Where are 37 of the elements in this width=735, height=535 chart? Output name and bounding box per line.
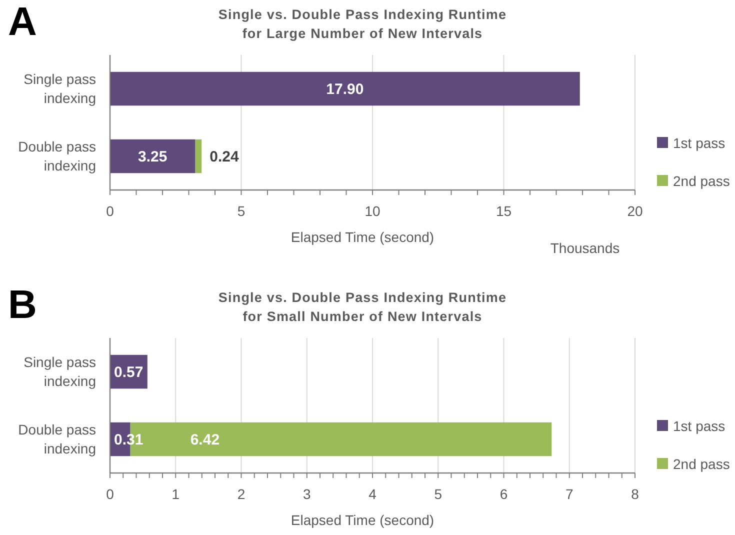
legend-label: 2nd pass: [673, 172, 730, 189]
y-tick-label: Single pass indexing: [24, 354, 96, 390]
data-label: 6.42: [190, 432, 220, 448]
y-tick-label: Double pass indexing: [18, 138, 96, 174]
x-tick-label: 4: [368, 486, 377, 502]
x-axis-title: Elapsed Time (second): [290, 512, 434, 528]
x-tick-label: 3: [302, 486, 311, 502]
x-tick-label: 7: [565, 486, 574, 502]
x-tick-label: 2: [237, 486, 246, 502]
text: B: [8, 283, 37, 327]
data-label: 0.57: [114, 364, 144, 381]
bar: [110, 139, 196, 174]
data-label: 17.90: [326, 81, 364, 98]
chart-title: Single vs. Double Pass Indexing Runtime for Small Number of New Intervals: [218, 290, 507, 324]
x-tick-label: 5: [237, 203, 246, 219]
x-tick-label: 15: [496, 203, 512, 219]
x-tick-label: 10: [364, 203, 380, 219]
data-label: 3.25: [138, 148, 168, 166]
x-tick-label: 5: [434, 486, 442, 502]
text: Thousands: [550, 240, 620, 256]
legend-label: 1st pass: [673, 418, 726, 434]
legend-label: 2nd pass: [673, 456, 730, 472]
x-tick-label: 6: [500, 486, 508, 502]
x-tick-label: 8: [631, 486, 640, 502]
data-label: 0.24: [210, 148, 240, 166]
y-tick-label: Single pass indexing: [24, 71, 96, 106]
chart-title: Single vs. Double Pass Indexing Runtime for Large Number of New Intervals: [218, 7, 507, 41]
x-tick-label: 20: [627, 203, 643, 219]
bar: [110, 72, 580, 106]
x-tick-label: 1: [172, 486, 180, 502]
text: A: [8, 0, 37, 44]
x-axis-title: Elapsed Time (second): [290, 229, 434, 245]
x-tick-label: 0: [106, 486, 114, 502]
y-tick-label: Double pass indexing: [18, 422, 96, 457]
bar: [195, 139, 202, 174]
x-tick-label: 0: [106, 203, 114, 219]
legend-label: 1st pass: [673, 134, 726, 151]
